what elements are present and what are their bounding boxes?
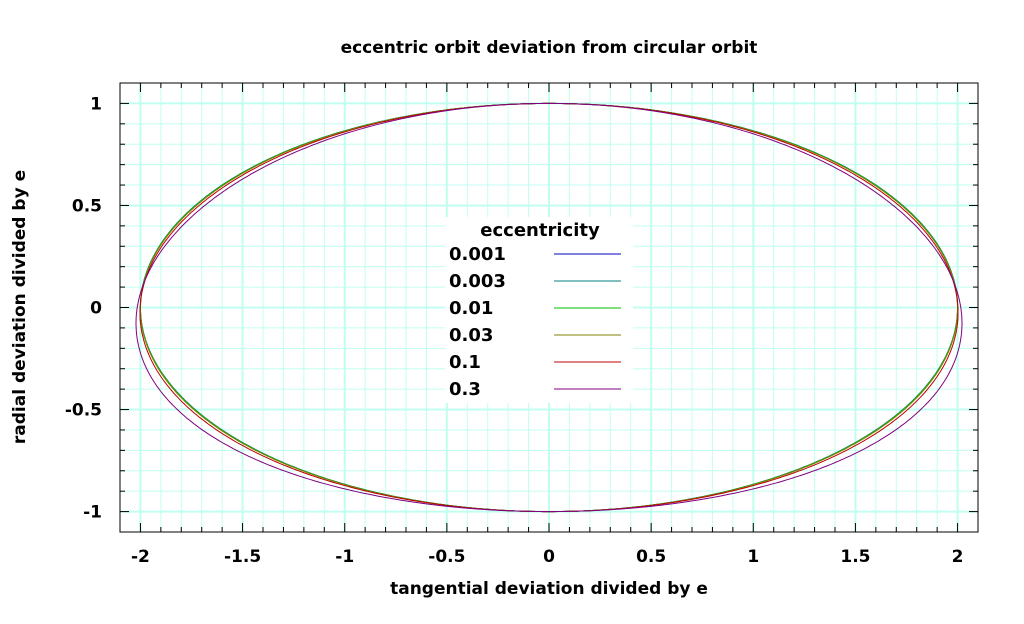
x-tick-label: 1.5 <box>840 547 870 567</box>
y-tick-label: -0.5 <box>65 401 102 421</box>
x-tick-label: 2 <box>952 547 964 567</box>
legend-label: 0.3 <box>449 379 481 400</box>
x-tick-label: 1 <box>747 547 759 567</box>
y-tick-label: 1 <box>90 94 102 114</box>
x-tick-label: -1 <box>335 547 354 567</box>
legend-label: 0.03 <box>449 325 493 346</box>
curves <box>135 102 963 513</box>
x-tick-label: 0 <box>543 547 555 567</box>
legend-label: 0.003 <box>449 271 506 292</box>
x-axis-label: tangential deviation divided by e <box>390 579 708 599</box>
legend-label: 0.001 <box>449 244 506 265</box>
y-tick-label: -1 <box>83 503 102 523</box>
legend: eccentricity 0.001 0.003 0.01 0.03 0.1 0.3 <box>445 217 633 403</box>
legend-label: 0.1 <box>449 352 481 373</box>
legend-box <box>445 217 633 403</box>
y-tick-label: 0 <box>90 299 102 319</box>
legend-title: eccentricity <box>480 220 600 241</box>
x-tick-label: -1.5 <box>224 547 261 567</box>
chart-title: eccentric orbit deviation from circular … <box>341 38 758 58</box>
legend-label: 0.01 <box>449 298 493 319</box>
ticks: -2 -1.5 -1 -0.5 0 0.5 1 1.5 2 1 0.5 0 -0.5 -1 <box>65 83 978 567</box>
x-tick-label: -2 <box>131 547 150 567</box>
series-line-0.3 <box>135 102 963 513</box>
y-tick-label: 0.5 <box>72 196 102 216</box>
x-tick-label: 0.5 <box>636 547 666 567</box>
y-axis-label: radial deviation divided by e <box>10 170 30 444</box>
x-tick-label: -0.5 <box>428 547 465 567</box>
